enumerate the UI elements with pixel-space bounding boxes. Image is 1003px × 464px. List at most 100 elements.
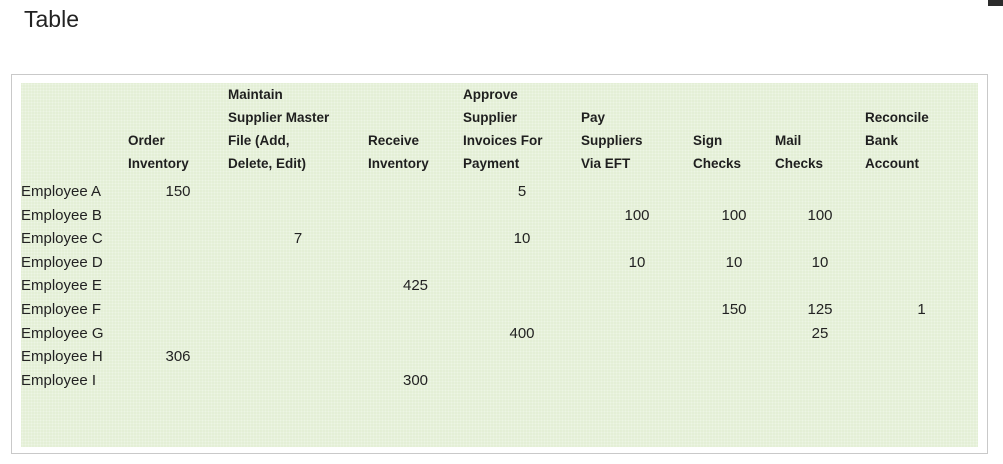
table-cell (368, 298, 463, 322)
table-cell: 100 (721, 206, 747, 224)
table-cell: 300 (402, 371, 429, 389)
table-cell: 425 (402, 277, 429, 295)
table-cell (228, 274, 368, 298)
table-cell (581, 180, 693, 204)
header-cell-reconcile-bank: Reconcile Bank Account (865, 110, 929, 171)
row-label-cell: Employee I (21, 371, 97, 389)
table-cell: 10 (628, 253, 646, 271)
row-label-cell: Employee A (21, 183, 102, 200)
table-cell (693, 227, 775, 251)
table-row: Employee H 306 (21, 345, 978, 369)
table-cell (865, 227, 978, 251)
table-cell (368, 251, 463, 275)
table-cell (865, 322, 978, 346)
table-cell (775, 274, 865, 298)
table-row: Employee B 100 100 100 (21, 204, 978, 228)
page-title: Table (24, 6, 79, 32)
table-cell (463, 251, 581, 275)
table-row: Employee G 400 25 (21, 322, 978, 346)
table-cell (693, 180, 775, 204)
table-cell (581, 322, 693, 346)
table-cell (228, 369, 368, 393)
table-cell: 125 (807, 300, 833, 318)
table-cell: 25 (811, 324, 829, 342)
table-cell (368, 180, 463, 204)
table-cell (128, 251, 228, 275)
row-label-cell: Employee H (21, 348, 103, 366)
table-cell: 10 (725, 253, 743, 271)
table-cell (775, 369, 865, 393)
table-cell: 100 (624, 206, 650, 224)
table-cell (463, 369, 581, 393)
table-cell: 5 (517, 183, 527, 200)
row-label-cell: Employee B (21, 206, 102, 224)
table-cell (228, 204, 368, 228)
table-cell: 150 (165, 183, 191, 200)
row-label-cell: Employee E (21, 277, 102, 295)
corner-marker (988, 0, 1003, 6)
table-cell (775, 227, 865, 251)
table-cell (128, 322, 228, 346)
table-cell: 306 (165, 348, 191, 366)
table-cell (693, 274, 775, 298)
table-cell (775, 180, 865, 204)
table-cell (581, 227, 693, 251)
table-row: Employee I 300 (21, 369, 978, 393)
header-cell-maintain-supplier-master: Maintain Supplier Master File (Add, Dele… (228, 87, 330, 171)
table-cell (865, 274, 978, 298)
header-cell-approve-invoices: Approve Supplier Invoices For Payment (463, 87, 543, 171)
table-frame: Order Inventory Maintain Supplier Master… (11, 74, 988, 454)
header-cell-pay-suppliers: Pay Suppliers Via EFT (581, 110, 643, 171)
table-cell: 10 (811, 253, 829, 271)
table-cell (368, 204, 463, 228)
header-cell-receive-inventory: Receive Inventory (368, 133, 429, 171)
table-cell (128, 298, 228, 322)
row-label-cell: Employee D (21, 253, 103, 271)
table-cell: 7 (293, 230, 303, 248)
table-cell (581, 298, 693, 322)
table-row: Employee F 150 125 1 (21, 298, 978, 322)
table-panel: Order Inventory Maintain Supplier Master… (21, 83, 978, 447)
header-cell-order-inventory: Order Inventory (128, 133, 189, 171)
table-cell (865, 204, 978, 228)
table-row: Employee A 150 5 (21, 180, 978, 204)
header-row: Order Inventory Maintain Supplier Master… (21, 83, 978, 180)
table-cell (463, 204, 581, 228)
table-cell (128, 204, 228, 228)
table-cell (228, 180, 368, 204)
header-cell-mail-checks: Mail Checks (775, 133, 824, 171)
header-cell-sign-checks: Sign Checks (693, 133, 742, 171)
table-cell: 150 (721, 300, 747, 318)
table-cell: 100 (807, 206, 833, 224)
table-cell (228, 251, 368, 275)
table-cell (775, 345, 865, 369)
table-cell (693, 369, 775, 393)
table-cell (581, 345, 693, 369)
table-cell (368, 345, 463, 369)
table-body: Employee A 150 5 Employee B 100 100 100 Employe… (21, 180, 978, 392)
table-cell: 10 (513, 230, 531, 248)
table-cell (128, 227, 228, 251)
table-cell (693, 322, 775, 346)
table-cell (128, 369, 228, 393)
table-cell (368, 227, 463, 251)
table-cell (581, 274, 693, 298)
table-cell (865, 180, 978, 204)
table-cell: 1 (917, 300, 926, 318)
table-row: Employee C 7 10 (21, 227, 978, 251)
table-cell (228, 345, 368, 369)
row-label-cell: Employee C (21, 230, 103, 248)
table-row: Employee E 425 (21, 274, 978, 298)
row-label-cell: Employee G (21, 324, 104, 342)
table-cell: 400 (509, 324, 535, 342)
table-cell (865, 251, 978, 275)
table-cell (865, 369, 978, 393)
table-cell (368, 322, 463, 346)
table-row: Employee D 10 10 10 (21, 251, 978, 275)
row-label-cell: Employee F (21, 300, 102, 318)
table-cell (865, 345, 978, 369)
table-cell (581, 369, 693, 393)
table-cell (228, 322, 368, 346)
table-cell (463, 298, 581, 322)
table-cell (228, 298, 368, 322)
